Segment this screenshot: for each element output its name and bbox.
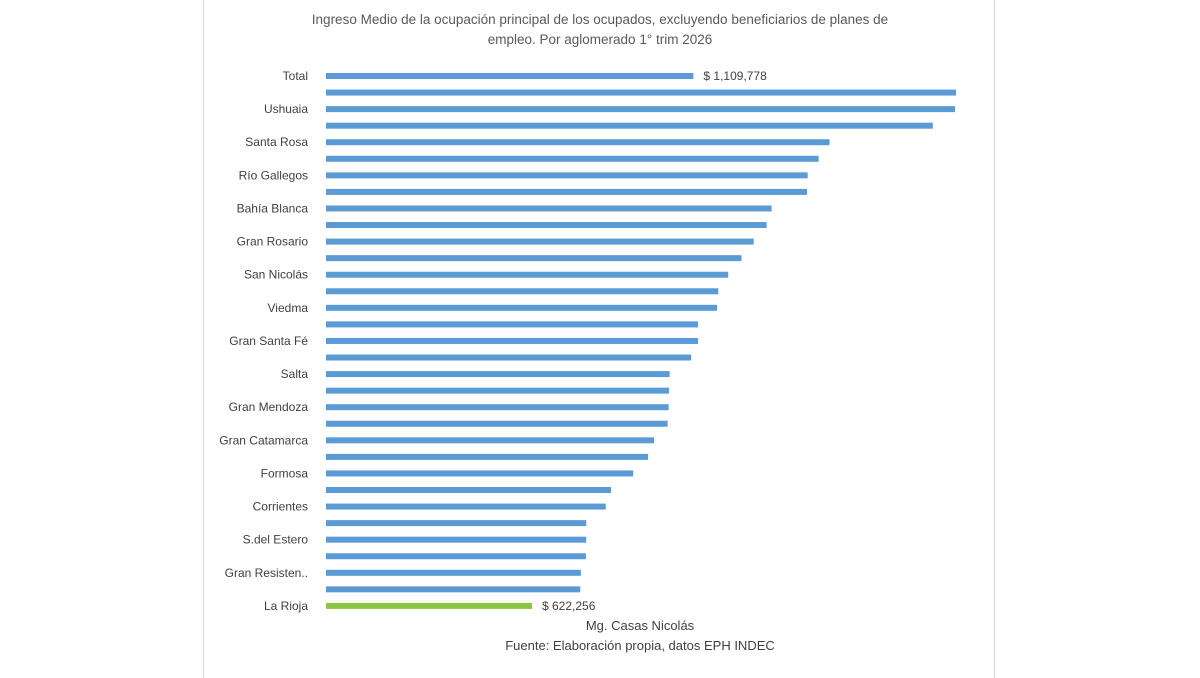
bar-28 <box>326 536 587 543</box>
bar-3 <box>326 122 933 129</box>
data-label: $ 622,256 <box>542 599 596 613</box>
bar-25 <box>326 487 612 493</box>
chart-title: Ingreso Medio de la ocupación principal … <box>270 10 930 50</box>
source-note: Fuente: Elaboración propia, datos EPH IN… <box>505 638 775 653</box>
category-label: Santa Rosa <box>245 135 308 149</box>
bar-32 <box>326 602 532 609</box>
bar-15 <box>326 321 699 328</box>
category-label: Gran Resisten.. <box>225 566 308 580</box>
bar-8 <box>326 205 772 212</box>
category-label: Corrientes <box>253 500 308 514</box>
category-label: S.del Estero <box>243 533 309 547</box>
bar-2 <box>326 106 956 113</box>
bar-4 <box>326 139 830 146</box>
bar-22 <box>326 437 655 444</box>
chart-title-line-1: Ingreso Medio de la ocupación principal … <box>311 12 889 27</box>
category-label: La Rioja <box>264 599 308 613</box>
bar-17 <box>326 354 692 361</box>
author-credit: Mg. Casas Nicolás <box>585 618 695 633</box>
category-label: Viedma <box>268 301 309 315</box>
category-labels: Total Ushuaia Santa Rosa Río Gallegos Bahía … <box>219 69 308 613</box>
category-label: San Nicolás <box>244 268 308 282</box>
bar-12 <box>326 271 729 278</box>
category-label: Gran Santa Fé <box>229 334 308 348</box>
category-label: Gran Mendoza <box>229 400 309 414</box>
bar-5 <box>326 155 819 162</box>
bar-14 <box>326 304 717 311</box>
bar-10 <box>326 238 754 245</box>
bar-11 <box>326 255 742 262</box>
bar-21 <box>326 420 668 427</box>
bar-31 <box>326 586 581 593</box>
category-label: Total <box>283 69 308 83</box>
bars <box>326 73 956 609</box>
category-label: Río Gallegos <box>239 168 308 182</box>
bar-7 <box>326 188 808 195</box>
bar-23 <box>326 453 649 460</box>
category-label: Gran Rosario <box>237 235 309 249</box>
category-label: Ushuaia <box>264 102 308 116</box>
bar-19 <box>326 387 669 394</box>
bar-29 <box>326 553 586 560</box>
bar-18 <box>326 371 670 378</box>
bar-26 <box>326 503 606 510</box>
bar-27 <box>326 520 587 527</box>
data-labels: $ 1,109,778 $ 622,256 <box>542 69 767 613</box>
category-label: Formosa <box>261 466 309 480</box>
category-label: Salta <box>281 367 309 381</box>
chart-title-line-2: empleo. Por aglomerado 1° trim 2026 <box>487 32 713 47</box>
chart-frame <box>203 0 995 678</box>
bar-20 <box>326 404 669 411</box>
data-label: $ 1,109,778 <box>703 69 767 83</box>
bar-16 <box>326 337 699 344</box>
bar-0 <box>326 73 694 79</box>
bar-13 <box>326 288 719 295</box>
category-label: Gran Catamarca <box>219 433 308 447</box>
category-label: Bahía Blanca <box>237 201 309 215</box>
bar-1 <box>326 89 956 96</box>
bar-24 <box>326 470 634 477</box>
bar-6 <box>326 172 808 179</box>
bar-30 <box>326 569 581 576</box>
bar-9 <box>326 222 767 229</box>
